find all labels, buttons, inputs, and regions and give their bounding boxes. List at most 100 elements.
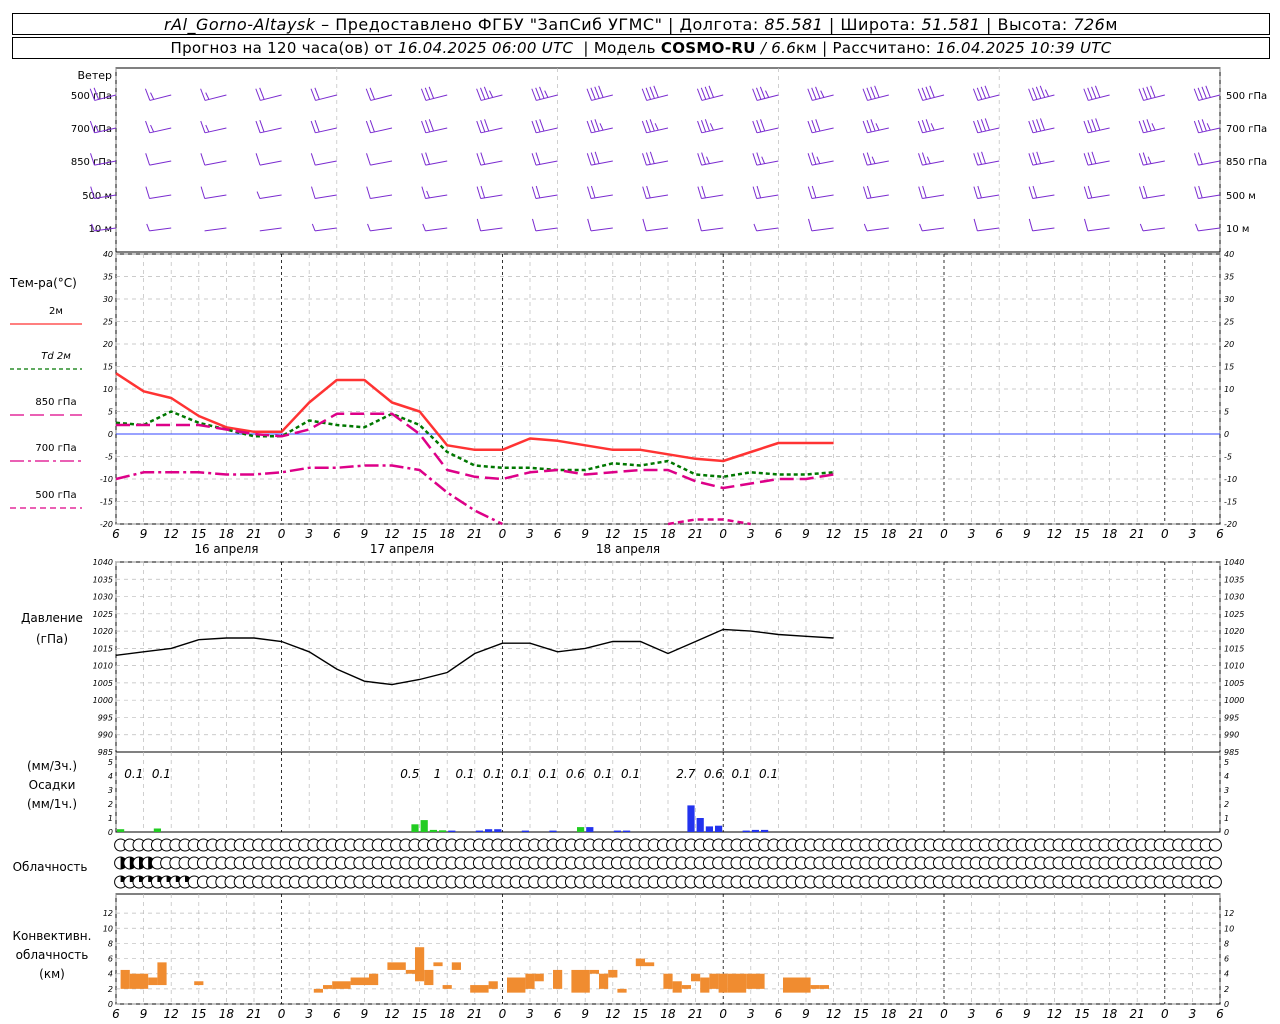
convective-bar [323,985,333,989]
wind-barb-flag [311,186,316,199]
conv-x-tick: 15 [633,1007,648,1021]
wind-panel-frame [115,67,1221,253]
model-name: COSMO-RU [660,39,756,57]
wind-barb-flag [1147,156,1152,164]
wind-barb [89,87,117,101]
cloud-symbol [1208,838,1222,852]
precip-axis-label: Осадки [29,778,76,792]
pressure-tick-left: 985 [98,748,113,757]
convective-bar [599,973,609,989]
convective-bar [681,985,691,989]
wind-barb-flag [701,185,706,199]
wind-barb-flag [200,153,206,166]
convective-tick-right: 8 [1224,939,1229,948]
station-name: rAl_Gorno-Altaysk [164,14,316,34]
wind-barb [697,152,724,166]
wind-barb [145,120,172,134]
provider-text: – Предоставлено ФГБУ "ЗапСиб УГМС" [321,14,663,34]
wind-barb-flag [642,218,647,231]
precip-tick-left: 5 [108,758,113,767]
wind-barb-flag [696,88,703,101]
wind-barb [862,85,889,101]
cloud-circle [1208,838,1222,852]
convective-bar [691,973,701,982]
conv-x-tick: 9 [581,1007,589,1021]
wind-barb-flag [428,119,435,132]
wind-barb-flag [863,223,868,232]
precip-total-label: 0.6 [704,767,723,781]
wind-barb-flag [1195,223,1199,232]
convective-bar [783,977,811,993]
wind-barb-flag [1032,87,1038,100]
wind-barb-flag [480,120,486,133]
temp-x-tick: 12 [384,527,399,541]
wind-barb-flag [756,185,762,199]
pressure-tick-right: 1015 [1224,644,1244,653]
wind-barb-flag [91,223,95,232]
wind-barb-flag [765,90,770,98]
header-station-line: rAl_Gorno-Altaysk – Предоставлено ФГБУ "… [12,13,1270,35]
wind-barb-flag [421,120,427,133]
pressure-tick-right: 990 [1224,731,1239,740]
wind-barb-flag [1091,86,1097,99]
wind-barb-flag [200,186,206,199]
cloud-axis-label: Облачность [13,860,88,874]
precip-bar [715,825,723,832]
wind-barb-flag [642,153,647,166]
wind-level-label-right: 850 гПа [1226,157,1267,168]
wind-barb [1139,185,1165,199]
wind-barb-flag [259,87,265,100]
wind-barb-shaft [94,194,117,199]
temp-tick-left: 5 [108,408,113,417]
precip-bar [761,829,769,832]
wind-barb-flag [980,86,987,99]
pressure-tick-right: 1020 [1224,627,1244,636]
wind-barb-flag [587,186,592,199]
wind-barb-flag [365,88,372,101]
wind-barb-flag [706,156,710,164]
wind-barb-flag [1083,186,1089,199]
pressure-tick-right: 1010 [1224,662,1244,671]
wind-barb [90,153,117,166]
conv-x-tick: 3 [1189,1007,1197,1021]
wind-barb-shaft [922,227,945,232]
temp-x-tick: 3 [305,527,313,541]
temp-series-line [115,464,503,526]
wind-barb-flag [759,86,766,99]
wind-barb-shaft [315,194,337,199]
pressure-tick-right: 995 [1224,713,1239,722]
conv-x-tick: 12 [1047,1007,1062,1021]
wind-barb-flag [866,185,872,199]
pressure-tick-left: 1005 [93,679,113,688]
wind-barb-flag [1028,88,1034,101]
wind-barb-shaft [866,227,889,232]
precip-total-label: 2.7 [676,767,695,781]
precip-bar [439,830,447,832]
wind-barb [973,185,1000,199]
wind-barb [807,119,834,134]
wind-barb-flag [90,153,95,166]
wind-barb [1193,85,1221,101]
temp-x-tick: 18 [1102,527,1118,541]
temp-x-tick: 6 [333,527,341,541]
wind-barb-flag [811,185,817,199]
wind-barb-flag [1139,186,1144,199]
wind-level-label: 500 м [82,191,112,202]
wind-barb-flag [255,88,261,101]
wind-barb-flag [544,90,549,98]
wind-barb [807,185,834,199]
wind-barb [1139,223,1165,232]
wind-barb-flag [862,153,868,166]
convective-bar [819,985,829,989]
convective-bar [157,962,167,986]
wind-barb [204,227,227,232]
precip-total-label: 0.1 [538,767,557,781]
wind-barb [1194,152,1221,166]
wind-barb-flag [921,87,928,100]
wind-barb-flag [428,86,435,99]
convective-bar [709,973,719,989]
wind-barb [476,86,503,101]
wind-barb [476,218,503,232]
wind-barb-flag [314,120,320,133]
wind-barb-flag [976,87,983,100]
